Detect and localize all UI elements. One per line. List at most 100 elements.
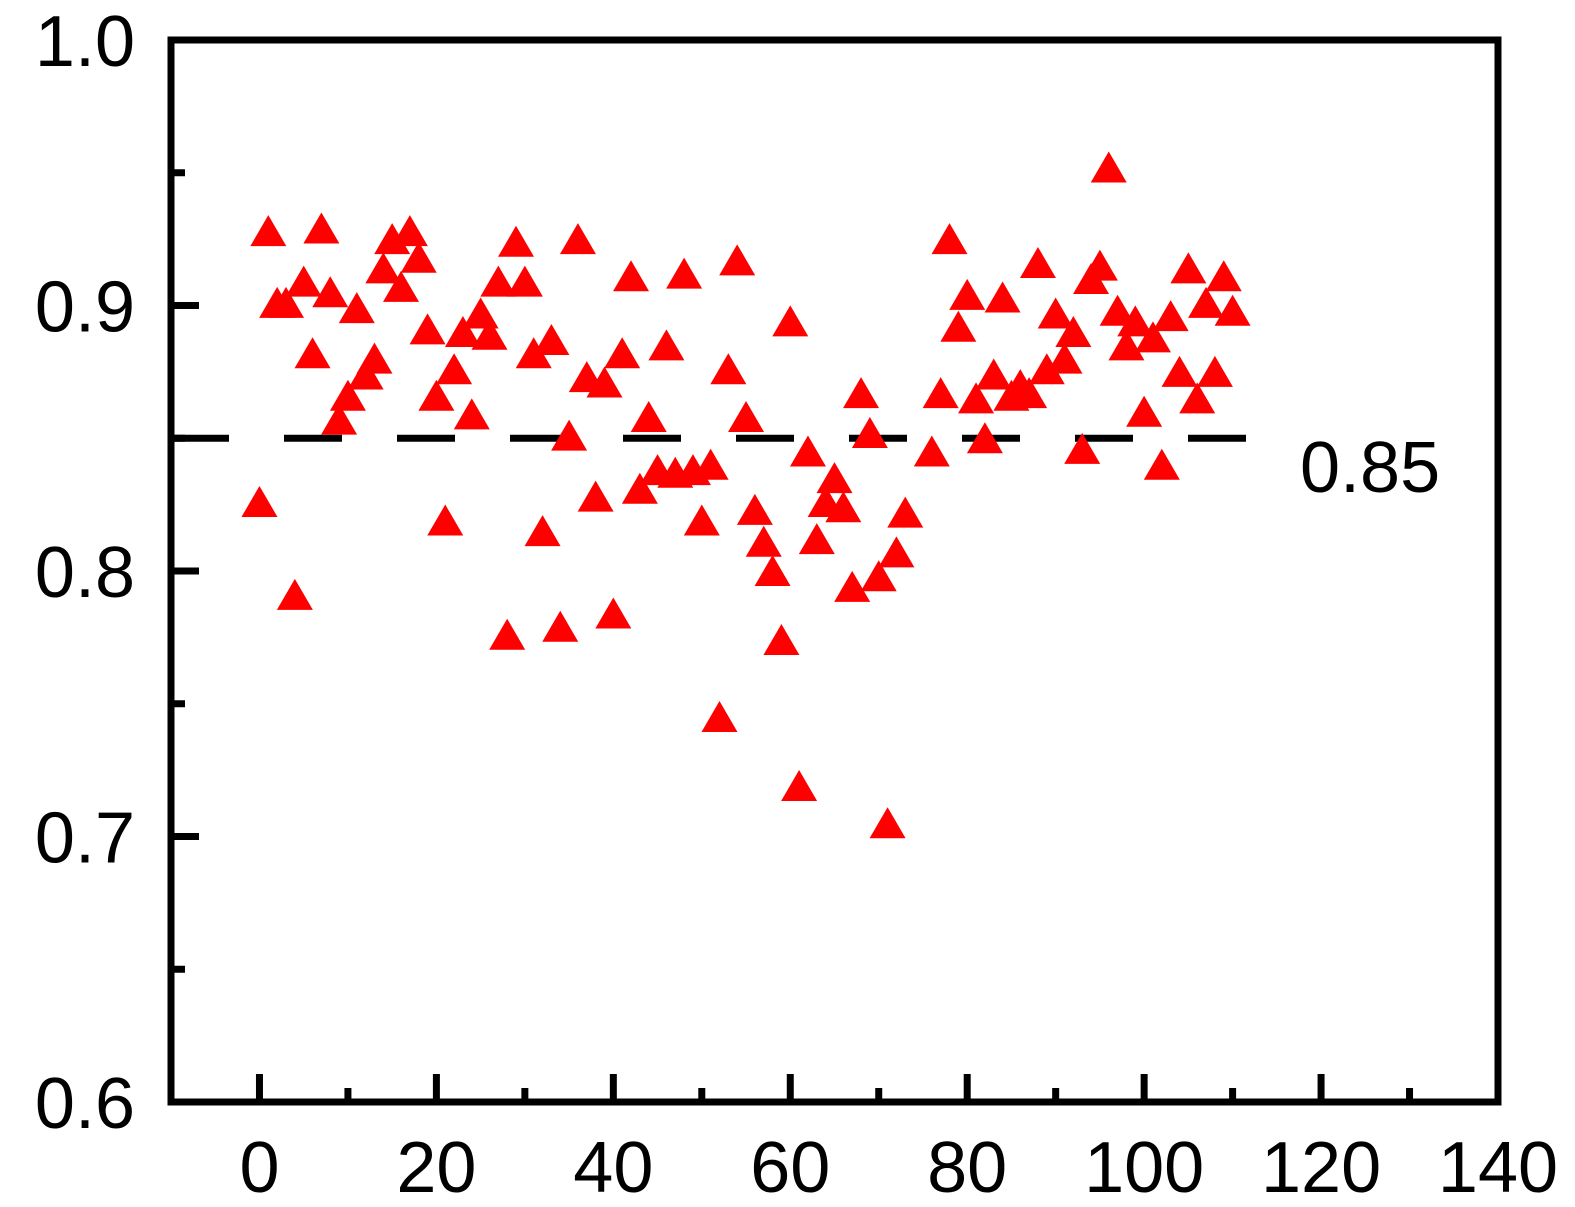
data-point: [329, 379, 366, 411]
data-point: [1126, 395, 1163, 427]
data-point: [984, 281, 1021, 313]
data-point: [400, 241, 437, 273]
data-point: [347, 358, 384, 390]
data-point: [312, 276, 349, 308]
data-point: [736, 493, 773, 525]
data-point: [966, 422, 1003, 454]
data-point: [453, 398, 490, 430]
data-point: [1179, 382, 1216, 414]
y-tick-label: 0.7: [35, 799, 135, 879]
data-point: [480, 265, 517, 297]
data-point: [604, 337, 641, 369]
data-point: [913, 435, 950, 467]
plot-frame: [167, 36, 1502, 1106]
data-point: [958, 382, 995, 414]
data-point: [409, 313, 446, 345]
y-tick-label: 1.0: [35, 2, 135, 82]
data-point: [577, 480, 614, 512]
data-point: [338, 292, 375, 324]
data-points-layer: [241, 151, 1251, 839]
data-point: [551, 419, 588, 451]
data-point: [860, 560, 897, 592]
data-point: [524, 515, 561, 547]
data-point: [285, 265, 322, 297]
data-point: [1055, 316, 1092, 348]
data-point: [250, 215, 287, 247]
data-point: [1081, 249, 1118, 281]
reference-line-label: 0.85: [1300, 428, 1440, 508]
data-point: [559, 223, 596, 255]
data-point: [789, 435, 826, 467]
data-point: [1134, 321, 1171, 353]
x-tick-label: 40: [573, 1128, 653, 1207]
data-point: [692, 448, 729, 480]
data-point: [754, 555, 791, 586]
data-point: [931, 223, 968, 255]
data-point: [356, 342, 393, 374]
data-point: [621, 472, 658, 504]
y-tick-label: 0.9: [35, 268, 135, 348]
data-point: [1028, 353, 1065, 385]
data-point: [1152, 300, 1189, 332]
data-point: [851, 416, 888, 448]
data-point: [719, 244, 756, 276]
data-point: [1019, 247, 1056, 279]
data-point: [471, 318, 508, 350]
data-point: [1188, 286, 1225, 318]
data-point: [745, 525, 782, 557]
data-point: [878, 536, 915, 568]
data-point: [1205, 260, 1242, 292]
data-point: [241, 485, 278, 517]
data-point: [586, 366, 623, 398]
data-point: [922, 377, 959, 409]
data-point: [595, 597, 632, 629]
data-point: [1117, 305, 1154, 337]
data-point: [869, 807, 906, 839]
data-point: [515, 337, 552, 369]
data-point: [533, 324, 570, 356]
data-point: [940, 310, 977, 342]
data-point: [1161, 355, 1198, 387]
x-tick-label: 140: [1438, 1128, 1558, 1207]
data-point: [268, 286, 305, 318]
data-point: [798, 523, 835, 555]
data-point: [887, 496, 924, 528]
data-point: [613, 260, 650, 292]
data-point: [1143, 448, 1180, 480]
data-point: [825, 491, 862, 523]
data-point: [436, 353, 473, 385]
data-point: [763, 624, 800, 656]
y-tick-label: 0.6: [35, 1064, 135, 1144]
data-point: [1090, 151, 1127, 183]
data-point: [975, 358, 1012, 390]
data-point: [542, 610, 579, 642]
data-point: [321, 403, 358, 435]
data-point: [710, 353, 747, 385]
y-axis: 0.6 0.7 0.8 0.9 1.0: [35, 2, 199, 1144]
data-point: [816, 462, 853, 494]
data-point: [834, 570, 871, 602]
data-point: [772, 305, 809, 337]
data-point: [1196, 355, 1233, 387]
data-point: [728, 401, 765, 433]
data-point: [1037, 297, 1074, 329]
data-point: [374, 223, 411, 255]
data-point: [1046, 342, 1083, 374]
data-point: [365, 252, 402, 284]
x-tick-label: 60: [750, 1128, 830, 1207]
data-point: [276, 578, 313, 610]
x-tick-label: 100: [1084, 1128, 1204, 1207]
data-point: [1064, 432, 1101, 464]
data-point: [462, 297, 499, 329]
data-point: [506, 265, 543, 297]
data-point: [294, 337, 331, 369]
x-tick-label: 80: [927, 1128, 1007, 1207]
data-point: [383, 270, 420, 302]
data-point: [303, 212, 340, 244]
x-tick-label: 120: [1261, 1128, 1381, 1207]
data-point: [1108, 329, 1145, 361]
x-tick-label: 20: [396, 1128, 476, 1207]
data-point: [949, 278, 986, 310]
data-point: [683, 504, 720, 536]
